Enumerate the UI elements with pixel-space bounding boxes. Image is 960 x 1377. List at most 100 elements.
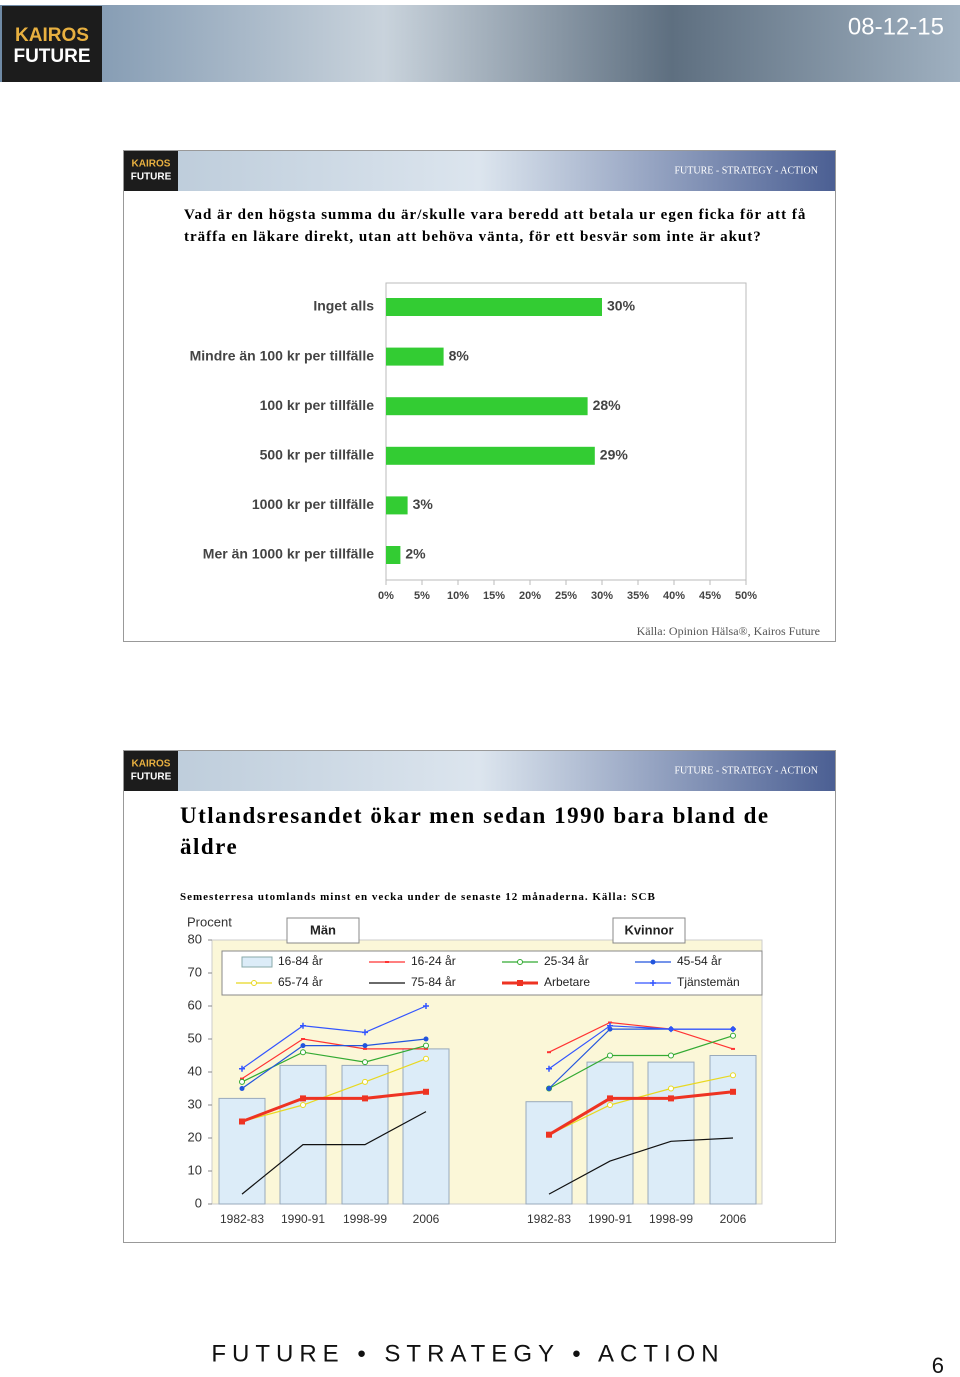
marker bbox=[607, 1052, 613, 1059]
marker bbox=[650, 959, 656, 965]
x-tick-label: 15% bbox=[483, 590, 505, 602]
marker bbox=[423, 1036, 429, 1042]
header-logo-box bbox=[2, 6, 102, 82]
value-label: 2% bbox=[405, 546, 426, 562]
line bbox=[548, 1035, 734, 1090]
x-tick-label: 45% bbox=[699, 590, 721, 602]
line bbox=[241, 1038, 426, 1080]
legend-box bbox=[221, 950, 763, 996]
line bbox=[241, 1090, 427, 1123]
marker bbox=[239, 1118, 245, 1125]
slide-logo: KAIROS bbox=[132, 759, 171, 770]
x-tick-label: 40% bbox=[663, 590, 685, 602]
marker bbox=[668, 1095, 674, 1102]
category-label: 500 kr per tillfälle bbox=[260, 447, 375, 463]
slide-logo: FUTURE bbox=[131, 772, 172, 783]
legend-label: 16-24 år bbox=[411, 954, 456, 968]
slide-title: Utlandsresandet ökar men sedan 1990 bara… bbox=[180, 803, 770, 859]
y-tick-label: 50 bbox=[188, 1030, 202, 1045]
marker bbox=[362, 1029, 368, 1036]
legend-label: Tjänstemän bbox=[677, 975, 740, 989]
footer-tagline: FUTURE • STRATEGY • ACTION bbox=[211, 1340, 724, 1367]
slide-logo: FUTURE bbox=[131, 172, 172, 183]
line bbox=[241, 1005, 427, 1070]
panel-title-box bbox=[612, 917, 686, 944]
legend-label: Arbetare bbox=[544, 975, 590, 989]
x-tick-label: 1982-83 bbox=[220, 1212, 264, 1226]
panel-title: Kvinnor bbox=[624, 922, 673, 937]
slide-tagline: FUTURE - STRATEGY - ACTION bbox=[674, 765, 818, 776]
x-tick-label: 1998-99 bbox=[343, 1212, 387, 1226]
marker bbox=[546, 1065, 552, 1072]
marker bbox=[546, 1086, 552, 1091]
legend-label: 25-34 år bbox=[544, 954, 589, 968]
x-tick-label: 1990-91 bbox=[281, 1212, 325, 1226]
x-tick-label: 1998-99 bbox=[649, 1212, 693, 1226]
x-tick-label: 5% bbox=[414, 590, 430, 602]
y-tick-label: 20 bbox=[188, 1129, 202, 1144]
marker bbox=[546, 1131, 552, 1138]
slide-logo-box bbox=[124, 751, 178, 791]
date: 08-12-15 bbox=[848, 13, 944, 40]
slide-subtitle: Semesterresa utomlands minst en vecka un… bbox=[180, 891, 656, 903]
line bbox=[548, 1090, 734, 1136]
source: Källa: Opinion Hälsa®, Kairos Future bbox=[637, 624, 820, 638]
question: Vad är den högsta summa du är/skulle var… bbox=[184, 207, 807, 245]
bar bbox=[525, 1101, 573, 1205]
bar bbox=[386, 446, 595, 465]
x-tick-label: 1982-83 bbox=[527, 1212, 571, 1226]
marker bbox=[730, 1072, 736, 1079]
bar bbox=[386, 298, 602, 316]
marker bbox=[362, 1059, 368, 1066]
logo-text: FUTURE bbox=[13, 46, 90, 67]
panel-title-box bbox=[286, 917, 360, 944]
y-tick-label: 70 bbox=[188, 964, 202, 979]
category-label: Inget alls bbox=[313, 298, 374, 314]
marker bbox=[362, 1095, 368, 1102]
bar bbox=[647, 1061, 695, 1205]
marker bbox=[607, 1102, 613, 1108]
x-tick-label: 25% bbox=[555, 590, 577, 602]
category-label: 1000 kr per tillfälle bbox=[252, 496, 374, 512]
bar bbox=[341, 1064, 389, 1205]
x-tick-label: 10% bbox=[447, 590, 469, 602]
marker bbox=[607, 1022, 613, 1029]
marker bbox=[300, 1043, 306, 1049]
marker bbox=[300, 1022, 306, 1029]
x-tick-label: 20% bbox=[519, 590, 541, 602]
x-tick-label: 35% bbox=[627, 590, 649, 602]
legend-label: 16-84 år bbox=[278, 954, 323, 968]
marker bbox=[668, 1085, 674, 1092]
slide-logo: KAIROS bbox=[132, 159, 171, 170]
y-tick-label: 40 bbox=[188, 1063, 202, 1078]
marker bbox=[362, 1043, 368, 1049]
marker bbox=[239, 1086, 245, 1091]
marker bbox=[362, 1078, 368, 1085]
bar bbox=[386, 546, 401, 564]
marker bbox=[730, 1026, 736, 1033]
marker bbox=[423, 1042, 429, 1049]
bar bbox=[386, 347, 444, 366]
legend-label: 75-84 år bbox=[411, 975, 456, 989]
marker bbox=[300, 1049, 306, 1056]
slide-banner bbox=[124, 751, 835, 791]
x-tick-label: 30% bbox=[591, 590, 613, 602]
line bbox=[548, 1025, 733, 1070]
y-axis-label: Procent bbox=[187, 914, 232, 929]
line bbox=[548, 1021, 734, 1053]
x-tick-label: 2006 bbox=[720, 1212, 747, 1226]
legend-swatch bbox=[241, 956, 273, 968]
y-tick-label: 30 bbox=[188, 1096, 202, 1111]
marker bbox=[517, 959, 523, 965]
x-tick-label: 50% bbox=[735, 590, 757, 602]
y-tick-label: 10 bbox=[188, 1162, 202, 1177]
y-tick-label: 0 bbox=[195, 1195, 202, 1210]
line bbox=[241, 1058, 427, 1123]
value-label: 28% bbox=[593, 397, 622, 413]
marker bbox=[650, 980, 656, 986]
marker bbox=[668, 1052, 674, 1059]
legend-label: 65-74 år bbox=[278, 975, 323, 989]
marker bbox=[668, 1026, 674, 1033]
marker bbox=[423, 1003, 429, 1009]
